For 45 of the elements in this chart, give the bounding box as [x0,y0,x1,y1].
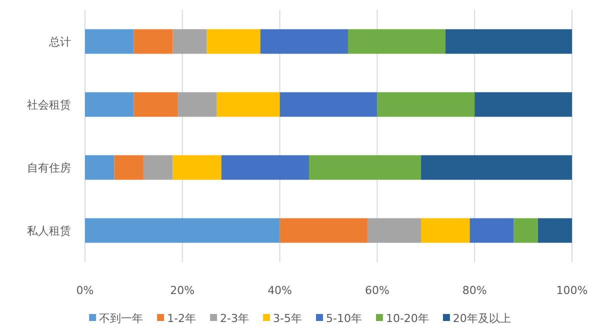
legend-label: 10-20年 [386,312,429,325]
bar [114,155,144,180]
bar [421,218,470,243]
legend-label: 1-2年 [167,312,196,325]
bar [206,29,260,54]
bar [348,29,446,54]
y-tick-label: 自有住房 [27,162,71,174]
bar [445,29,572,54]
bar [85,29,134,54]
y-tick-label: 私人租赁 [27,224,71,238]
bar [172,29,207,54]
legend-label: 20年及以上 [452,312,511,325]
x-tick-label: 0% [76,284,94,297]
bar [421,155,572,180]
bar [216,92,280,117]
x-tick-label: 80% [462,284,487,297]
bar [309,155,422,180]
x-tick-label: 20% [170,284,195,297]
bar [134,92,178,117]
x-tick-label: 100% [556,284,588,297]
bar [85,92,134,117]
x-tick-label: 40% [268,284,292,297]
bar [221,155,310,180]
legend-label: 2-3年 [220,312,250,325]
legend-label: 3-5年 [273,312,302,325]
x-tick-label: 60% [364,284,390,297]
bar [85,155,114,180]
bar [538,218,572,243]
y-tick-label: 社会租赁 [27,98,71,112]
y-tick-label: 总计 [48,36,71,48]
bar [470,218,514,243]
bar [474,92,572,117]
bar [134,29,173,54]
legend-label: 5-10年 [326,312,362,325]
bar [260,29,348,54]
bar [280,92,378,117]
bar [367,218,422,243]
bar [377,92,475,117]
bar [172,155,222,180]
bar [178,92,216,117]
bar [85,218,280,243]
bar [514,218,538,243]
legend-label: 不到一年 [99,312,144,325]
bar [143,155,173,180]
bar [280,218,368,243]
